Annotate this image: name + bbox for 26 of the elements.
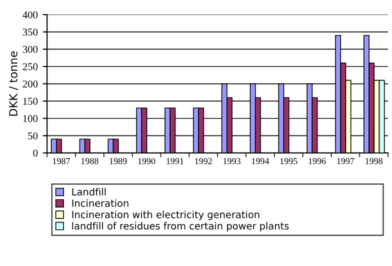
x-tick-label: 1989 xyxy=(110,158,127,164)
y-axis-title: DKK / tonne xyxy=(9,51,18,116)
x-tick-label: 1992 xyxy=(195,158,212,164)
y-tick-label: 150 xyxy=(23,98,38,105)
x-tick-label: 1990 xyxy=(138,158,156,164)
x-tick-label: 1993 xyxy=(224,158,240,164)
x-tick-label: 1994 xyxy=(252,158,270,164)
x-tick-label: 1988 xyxy=(81,158,98,164)
legend-label: Incineration xyxy=(72,199,128,207)
x-tick-label: 1998 xyxy=(366,158,383,164)
legend-label: landfill of residues from certain power plants xyxy=(72,222,289,232)
y-tick-label: 400 xyxy=(22,11,38,18)
legend-label: Landfill xyxy=(72,188,106,196)
x-tick-label: 1997 xyxy=(337,158,354,164)
x-tick-label: 1987 xyxy=(53,158,70,164)
x-tick-label: 1995 xyxy=(280,158,298,164)
y-tick-label: 0 xyxy=(33,150,38,157)
x-tick-label: 1991 xyxy=(166,158,184,164)
y-tick-label: 200 xyxy=(22,80,38,88)
y-tick-label: 250 xyxy=(22,63,38,70)
y-tick-label: 50 xyxy=(28,132,38,140)
y-tick-label: 350 xyxy=(22,28,38,36)
x-tick-label: 1996 xyxy=(308,158,326,164)
legend-label: Incineration with electricity generation xyxy=(72,210,260,220)
y-tick-label: 300 xyxy=(22,46,38,53)
y-tick-label: 100 xyxy=(23,115,38,122)
